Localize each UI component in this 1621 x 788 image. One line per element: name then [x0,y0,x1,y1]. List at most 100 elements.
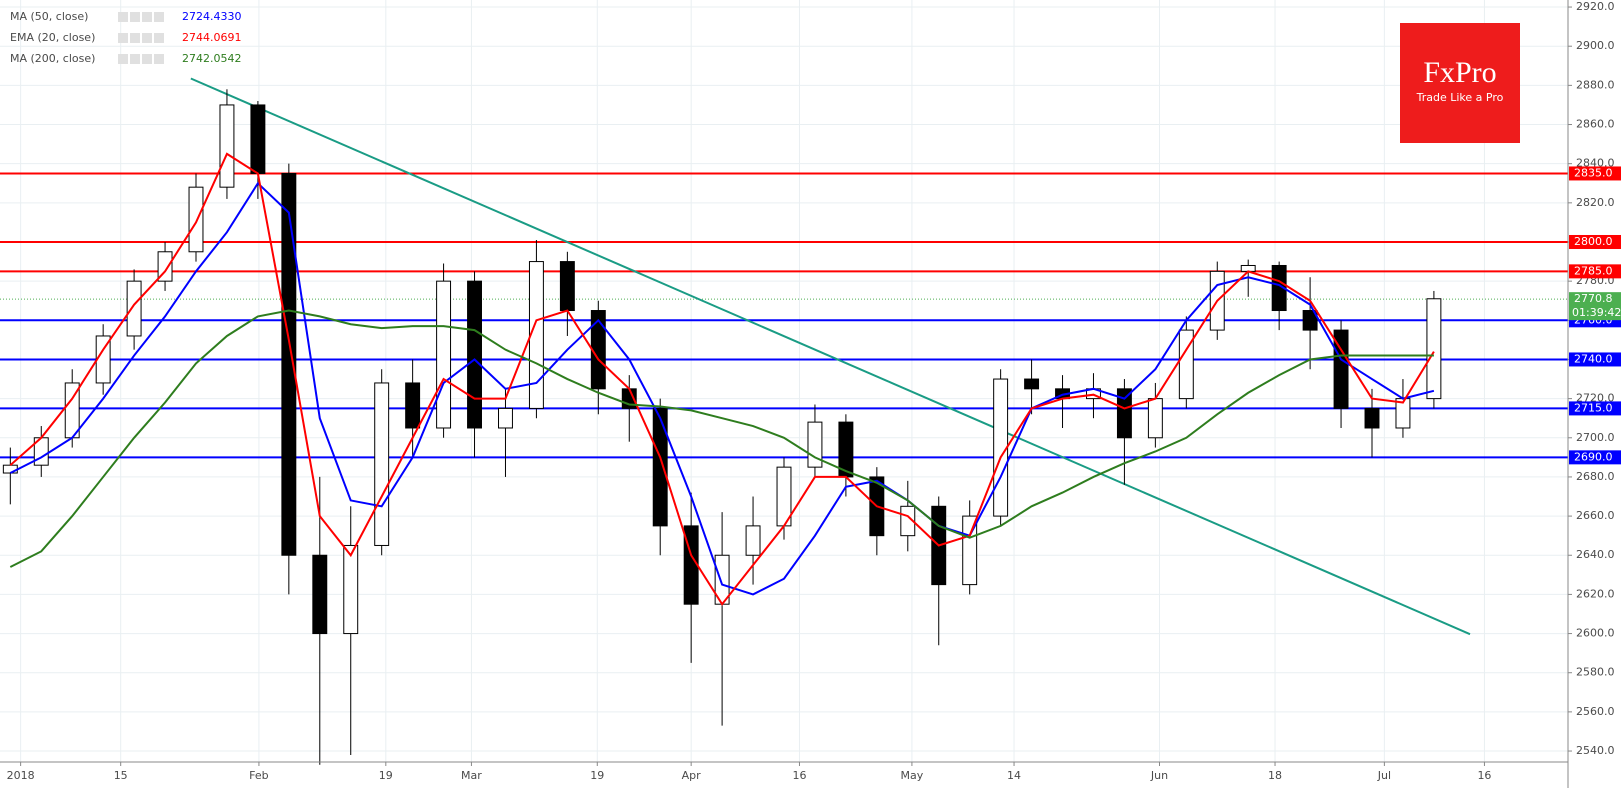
trendline [190,77,1471,636]
x-tick-label: 16 [792,769,806,782]
candle-body [436,280,452,429]
candle-body [1364,407,1380,429]
level-label-box [1569,166,1621,181]
candle-body [188,186,204,253]
candle-body [219,104,235,188]
level-label: 2715.0 [1574,401,1613,414]
level-label-box [1569,234,1621,249]
candle-body [900,505,916,537]
candle-body [1426,298,1442,400]
legend-label: EMA (20, close) [10,31,95,44]
candle-body [590,310,606,390]
y-tick-label: 2700.0 [1576,431,1615,444]
y-tick-label: 2840.0 [1576,157,1615,170]
x-tick-label: 2018 [7,769,35,782]
candle-body [993,378,1009,517]
ma-line [9,181,1435,596]
countdown: 01:39:42 [1572,306,1621,319]
candle-body [1147,398,1163,439]
logo-title: FxPro [1423,56,1496,89]
candle-body [1178,329,1194,400]
x-tick-label: Jun [1150,769,1168,782]
candle-body [745,525,761,556]
last-price-label: 2770.8 [1574,292,1613,305]
logo-subtitle: Trade Like a Pro [1416,91,1504,104]
x-tick-label: 15 [114,769,128,782]
x-tick-label: Jul [1377,769,1391,782]
x-tick-label: 19 [590,769,604,782]
ma-line [9,152,1435,606]
legend-icon [130,33,140,43]
legend-label: MA (200, close) [10,52,95,65]
candle-body [374,382,390,546]
legend-value: 2744.0691 [182,31,242,44]
legend-icon [154,12,164,22]
x-tick-label: 16 [1477,769,1491,782]
level-label-box [1569,401,1621,416]
candle-body [1302,310,1318,331]
candle-body [312,554,328,635]
candle-body [126,280,142,337]
y-tick-label: 2880.0 [1576,78,1615,91]
x-tick-label: May [901,769,924,782]
candle-body [2,464,18,474]
candle-body [498,407,513,429]
y-tick-label: 2820.0 [1576,196,1615,209]
last-price-box [1569,292,1621,321]
legend-icon [130,12,140,22]
level-label: 2690.0 [1574,450,1613,463]
level-label: 2800.0 [1574,235,1613,248]
candle-body [1271,264,1287,312]
level-label: 2835.0 [1574,166,1613,179]
legend-icon [142,12,152,22]
x-tick-label: Mar [461,769,482,782]
level-label-box [1569,352,1621,367]
legend-icon [118,12,128,22]
axes: 2540.0 2560.0 2580.0 2600.0 2620.0 2640.0 2660… [7,0,1621,782]
x-tick-label: 18 [1268,769,1282,782]
level-label-box [1569,450,1621,465]
logo-box [1400,23,1520,143]
y-tick-label: 2900.0 [1576,39,1615,52]
y-tick-label: 2920.0 [1576,0,1615,13]
legend-icon [142,54,152,64]
legend-icon [142,33,152,43]
y-tick-label: 2620.0 [1576,587,1615,600]
candle-body [467,280,482,429]
level-label-box [1569,264,1621,279]
candle-body [343,544,359,635]
candle-body [652,407,668,527]
y-tick-label: 2720.0 [1576,392,1615,405]
legend-icon [118,54,128,64]
candle-body [962,515,978,586]
y-tick-label: 2560.0 [1576,705,1615,718]
y-tick-label: 2580.0 [1576,666,1615,679]
y-tick-label: 2680.0 [1576,470,1615,483]
y-tick-label: 2640.0 [1576,548,1615,561]
candle-body [281,172,297,556]
legend-icon [154,54,164,64]
legend-icon [154,33,164,43]
plot [0,77,1568,765]
candle-body [1333,329,1349,409]
candle-body [528,261,544,409]
legend-value: 2724.4330 [182,10,242,23]
level-label: 2740.0 [1574,352,1613,365]
x-tick-label: 19 [379,769,393,782]
ma-line [9,309,1434,568]
x-tick-label: Feb [249,769,268,782]
level-label: 2785.0 [1574,264,1613,277]
y-tick-label: 2540.0 [1576,744,1615,757]
y-tick-label: 2860.0 [1576,118,1615,131]
legend-value: 2742.0542 [182,52,242,65]
candle-body [405,382,421,429]
y-tick-label: 2660.0 [1576,509,1615,522]
candle-body [559,261,575,312]
candle-body [1116,388,1132,439]
candle-body [250,104,266,174]
logo: FxPro Trade Like a Pro [1400,23,1520,143]
legend-icon [130,54,140,64]
legend-label: MA (50, close) [10,10,88,23]
